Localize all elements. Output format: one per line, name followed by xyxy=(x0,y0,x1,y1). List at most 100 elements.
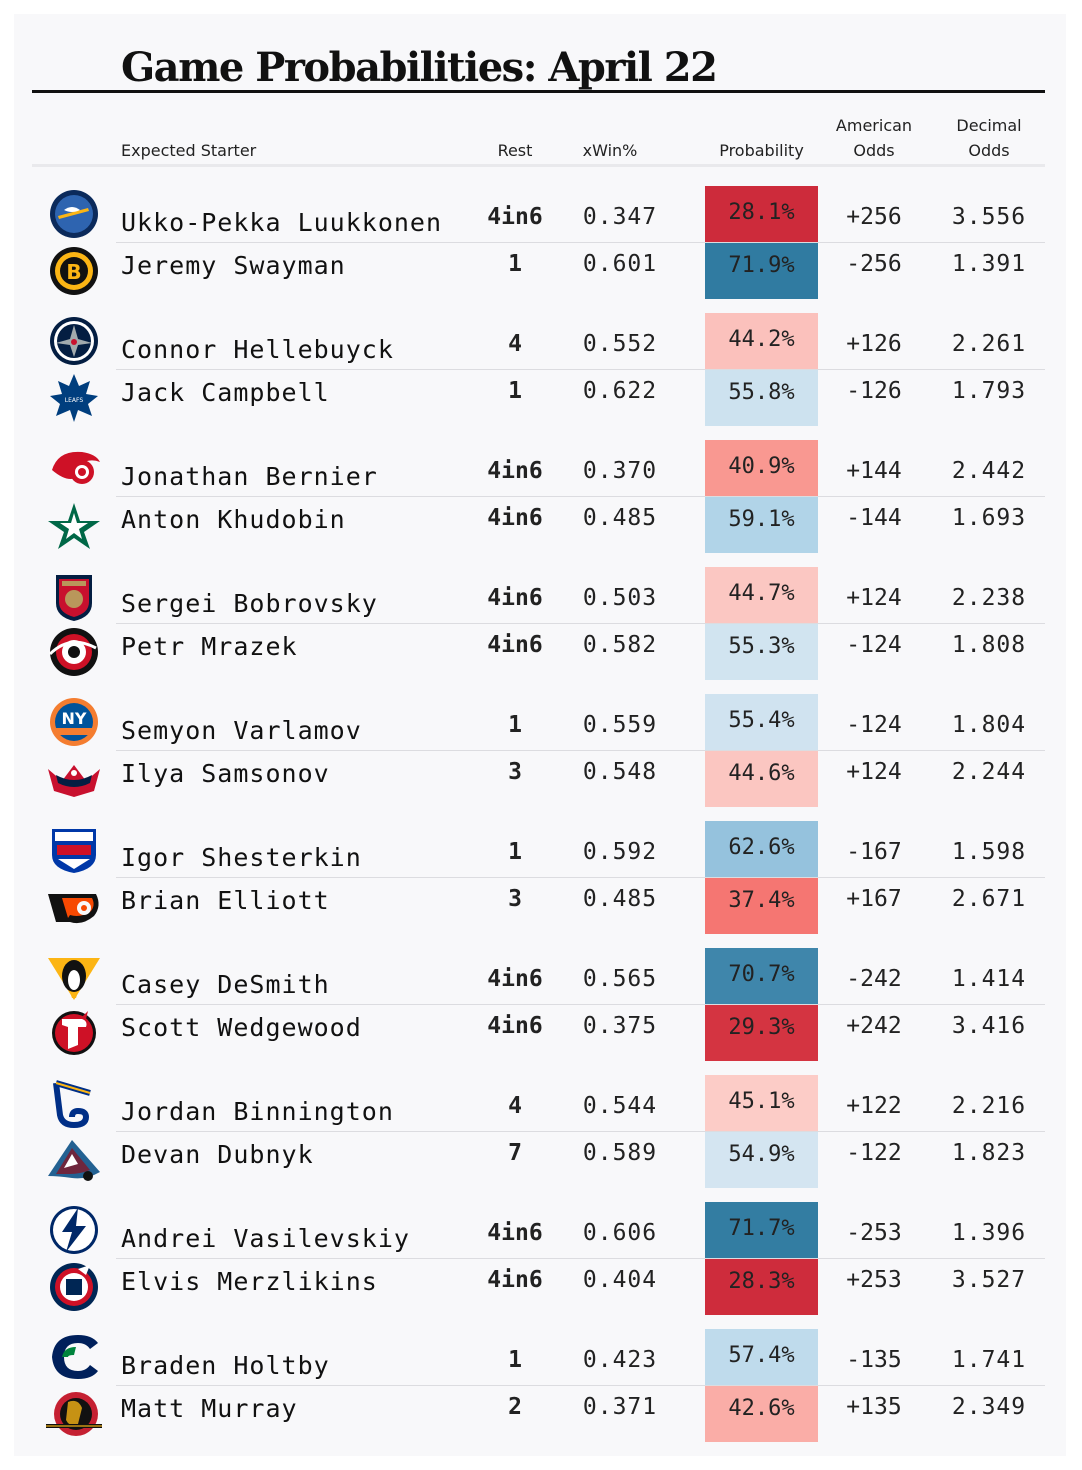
table-row: Connor Hellebuyck 4 0.552 44.2% +126 2.261 xyxy=(14,313,1066,370)
probability-value: 55.8% xyxy=(728,380,795,405)
panthers-logo xyxy=(42,567,106,623)
game-block: Andrei Vasilevskiy 4in6 0.606 71.7% -253 1.39… xyxy=(14,1202,1066,1329)
starter-name: Casey DeSmith xyxy=(121,970,330,999)
table-row: Jonathan Bernier 4in6 0.370 40.9% +144 2.442 xyxy=(14,440,1066,497)
sabres-logo xyxy=(42,186,106,242)
starter-name: Jeremy Swayman xyxy=(121,251,346,280)
table-row: Igor Shesterkin 1 0.592 62.6% -167 1.598 xyxy=(14,821,1066,878)
red-wings-logo xyxy=(42,440,106,496)
xwin-value: 0.592 xyxy=(582,839,658,865)
game-block: Ukko-Pekka Luukkonen 4in6 0.347 28.1% +256 3.… xyxy=(14,186,1066,313)
starter-name: Jonathan Bernier xyxy=(121,462,378,491)
probability-value: 54.9% xyxy=(728,1142,795,1167)
decimal-odds-value: 1.598 xyxy=(951,839,1027,865)
starter-name: Scott Wedgewood xyxy=(121,1013,362,1042)
decimal-odds-value: 1.808 xyxy=(951,632,1027,658)
xwin-value: 0.565 xyxy=(582,966,658,992)
rest-value: 3 xyxy=(508,759,522,785)
row-separator xyxy=(116,623,1045,624)
table-row: Ukko-Pekka Luukkonen 4in6 0.347 28.1% +256 3.… xyxy=(14,186,1066,243)
american-odds-value: -126 xyxy=(846,378,902,404)
rest-value: 4in6 xyxy=(487,1013,543,1039)
decimal-odds-value: 1.793 xyxy=(951,378,1027,404)
american-odds-value: +122 xyxy=(846,1093,902,1119)
probability-value: 28.3% xyxy=(728,1269,795,1294)
decimal-odds-value: 1.741 xyxy=(951,1347,1027,1373)
rest-value: 1 xyxy=(508,839,522,865)
american-odds-value: +124 xyxy=(846,759,902,785)
game-block: Sergei Bobrovsky 4in6 0.503 44.7% +124 2.238 P… xyxy=(14,567,1066,694)
table-row: B Jeremy Swayman 1 0.601 71.9% -256 1.391 xyxy=(14,243,1066,299)
starter-name: Matt Murray xyxy=(121,1394,298,1423)
starter-name: Brian Elliott xyxy=(121,886,330,915)
american-odds-value: -144 xyxy=(846,505,902,531)
american-odds-value: +124 xyxy=(846,585,902,611)
xwin-value: 0.589 xyxy=(582,1140,658,1166)
starter-name: Devan Dubnyk xyxy=(121,1140,314,1169)
xwin-value: 0.347 xyxy=(582,204,658,230)
american-odds-value: +135 xyxy=(846,1394,902,1420)
xwin-value: 0.371 xyxy=(582,1394,658,1420)
american-odds-value: -122 xyxy=(846,1140,902,1166)
american-odds-value: -253 xyxy=(846,1220,902,1246)
probability-cell: 44.2% xyxy=(705,313,818,369)
american-odds-value: -124 xyxy=(846,712,902,738)
decimal-odds-value: 1.391 xyxy=(951,251,1027,277)
probability-value: 59.1% xyxy=(728,507,795,532)
probability-cell: 45.1% xyxy=(705,1075,818,1131)
table-row: Elvis Merzlikins 4in6 0.404 28.3% +253 3.527 xyxy=(14,1259,1066,1315)
avalanche-logo xyxy=(42,1132,106,1188)
probability-cell: 28.1% xyxy=(705,186,818,242)
probability-value: 71.7% xyxy=(728,1216,795,1241)
probability-cell: 55.8% xyxy=(705,370,818,426)
table-row: LEAFS Jack Campbell 1 0.622 55.8% -126 1.793 xyxy=(14,370,1066,426)
starter-name: Elvis Merzlikins xyxy=(121,1267,378,1296)
xwin-value: 0.622 xyxy=(582,378,658,404)
american-odds-value: +126 xyxy=(846,331,902,357)
col-header-decimal: Decimal Odds xyxy=(934,113,1044,163)
starter-name: Anton Khudobin xyxy=(121,505,346,534)
table-row: Scott Wedgewood 4in6 0.375 29.3% +242 3.416 xyxy=(14,1005,1066,1061)
rest-value: 4in6 xyxy=(487,458,543,484)
col-header-decimal-line2: Odds xyxy=(968,141,1010,160)
xwin-value: 0.582 xyxy=(582,632,658,658)
row-separator xyxy=(116,1258,1045,1259)
american-odds-value: -167 xyxy=(846,839,902,865)
probability-cell: 62.6% xyxy=(705,821,818,877)
col-header-starter: Expected Starter xyxy=(121,141,257,160)
table-row: Anton Khudobin 4in6 0.485 59.1% -144 1.693 xyxy=(14,497,1066,553)
american-odds-value: +256 xyxy=(846,204,902,230)
starter-name: Igor Shesterkin xyxy=(121,843,362,872)
starter-name: Semyon Varlamov xyxy=(121,716,362,745)
devils-logo xyxy=(42,1005,106,1061)
col-header-probability: Probability xyxy=(719,141,804,160)
american-odds-value: -256 xyxy=(846,251,902,277)
rest-value: 4in6 xyxy=(487,585,543,611)
probability-cell: 42.6% xyxy=(705,1386,818,1442)
decimal-odds-value: 1.693 xyxy=(951,505,1027,531)
probability-cell: 71.9% xyxy=(705,243,818,299)
col-header-decimal-line1: Decimal xyxy=(956,116,1022,135)
rest-value: 4 xyxy=(508,1093,522,1119)
rest-value: 1 xyxy=(508,378,522,404)
rest-value: 7 xyxy=(508,1140,522,1166)
probability-value: 40.9% xyxy=(728,454,795,479)
chart-page: Game Probabilities: April 22 Expected St… xyxy=(14,14,1066,1456)
table-row: Matt Murray 2 0.371 42.6% +135 2.349 xyxy=(14,1386,1066,1442)
rangers-logo xyxy=(42,821,106,877)
xwin-value: 0.485 xyxy=(582,505,658,531)
decimal-odds-value: 1.396 xyxy=(951,1220,1027,1246)
probability-cell: 55.4% xyxy=(705,694,818,750)
flyers-logo xyxy=(42,878,106,934)
game-block: Jordan Binnington 4 0.544 45.1% +122 2.216 Dev… xyxy=(14,1075,1066,1202)
probability-cell: 28.3% xyxy=(705,1259,818,1315)
probability-value: 44.6% xyxy=(728,761,795,786)
decimal-odds-value: 2.671 xyxy=(951,886,1027,912)
probability-value: 37.4% xyxy=(728,888,795,913)
starter-name: Jordan Binnington xyxy=(121,1097,394,1126)
probability-cell: 40.9% xyxy=(705,440,818,496)
row-separator xyxy=(116,750,1045,751)
american-odds-value: +242 xyxy=(846,1013,902,1039)
islanders-logo: NY xyxy=(42,694,106,750)
table-row: Ilya Samsonov 3 0.548 44.6% +124 2.244 xyxy=(14,751,1066,807)
